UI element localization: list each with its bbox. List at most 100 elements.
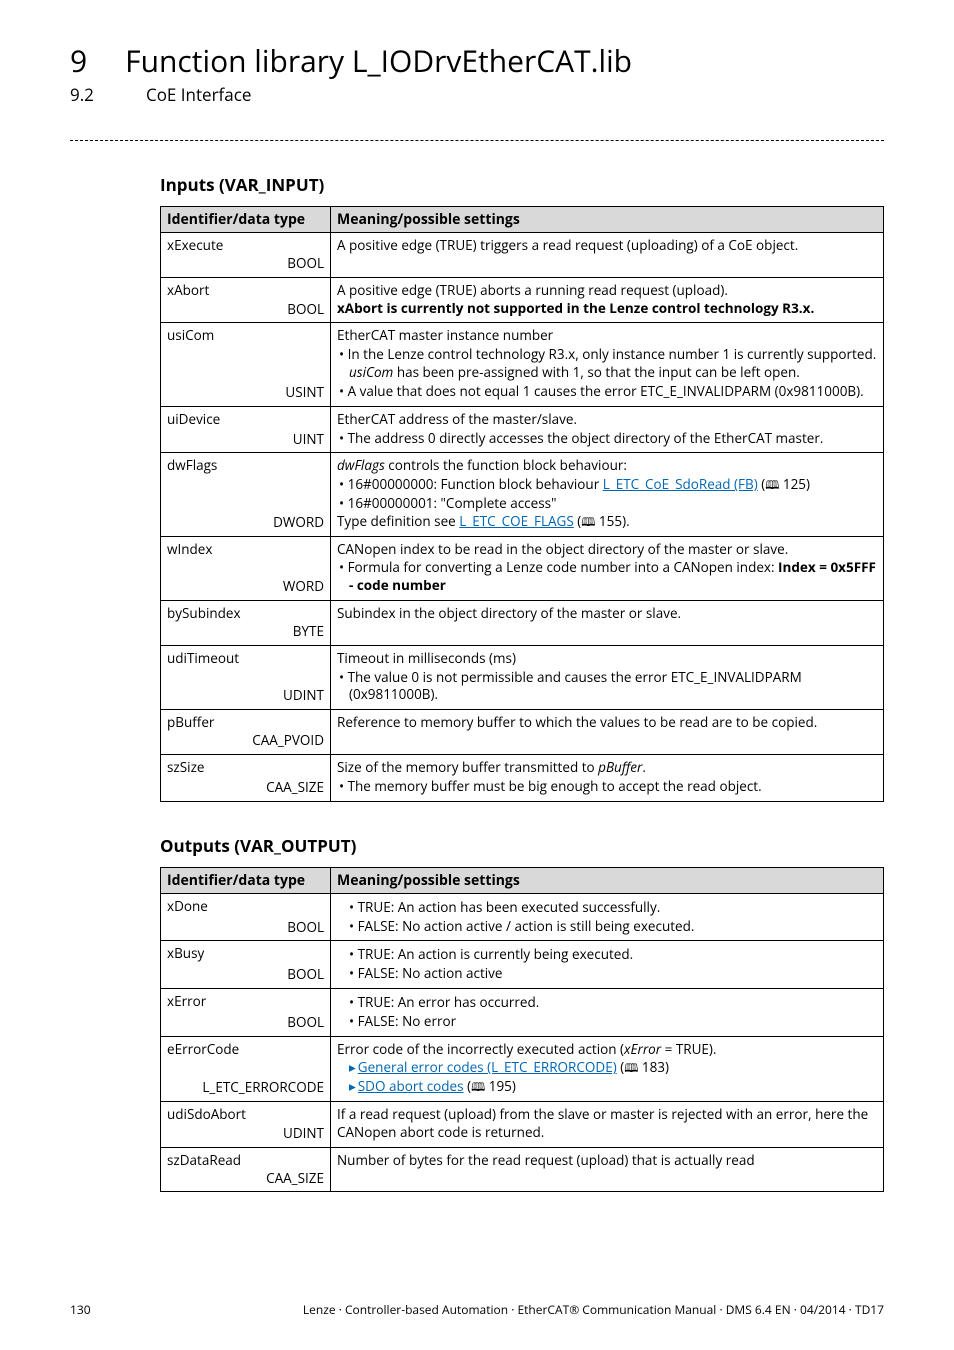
meaning-cell: TRUE: An action has been executed succes… [331,893,884,941]
inputs-table: Identifier/data type Meaning/possible se… [160,206,884,802]
identifier-type: CAA_SIZE [266,779,324,797]
table-row: xBusy BOOL TRUE: An action is currently be… [161,941,884,989]
identifier-cell: bySubindexBYTE [161,601,331,646]
meaning-cell: Number of bytes for the read request (up… [331,1147,884,1192]
identifier-type: BOOL [287,966,324,984]
doc-link[interactable]: SDO abort codes [358,1077,464,1095]
identifier-cell: szSizeCAA_SIZE [161,755,331,802]
doc-link[interactable]: L_ETC_CoE_SdoRead (FB) [603,475,758,493]
identifier-type: UDINT [283,1125,324,1143]
identifier-name: xError [167,993,324,1011]
identifier-cell: xDone BOOL [161,893,331,941]
book-icon: 🕮 [581,513,595,530]
outputs-col-meaning: Meaning/possible settings [331,867,884,893]
inputs-heading: Inputs (VAR_INPUT) [160,173,884,196]
inputs-col-meaning: Meaning/possible settings [331,207,884,233]
book-icon: 🕮 [765,476,779,493]
identifier-cell: szDataReadCAA_SIZE [161,1147,331,1192]
identifier-name: xDone [167,898,324,916]
chapter-title: Function library L_IODrvEtherCAT.lib [125,40,632,81]
identifier-name: pBuffer [167,714,324,732]
book-icon: 🕮 [624,1059,638,1076]
header-divider [70,140,884,141]
identifier-cell: usiCom USINT [161,323,331,406]
table-row: udiSdoAbortUDINTIf a read request (uploa… [161,1102,884,1148]
section-number: 9.2 [70,83,108,106]
inputs-col-id: Identifier/data type [161,207,331,233]
identifier-cell: uiDevice UINT [161,406,331,453]
link-arrow-icon: ▸ [349,1058,356,1076]
identifier-name: udiTimeout [167,650,324,668]
table-row: bySubindexBYTESubindex in the object dir… [161,601,884,646]
identifier-name: bySubindex [167,605,324,623]
identifier-type: CAA_SIZE [266,1170,324,1188]
identifier-type: BOOL [287,301,324,319]
table-row: wIndexWORDCANopen index to be read in th… [161,536,884,600]
meaning-cell: Error code of the incorrectly executed a… [331,1036,884,1101]
meaning-cell: EtherCAT master instance numberIn the Le… [331,323,884,406]
identifier-name: xAbort [167,282,324,300]
identifier-type: UINT [293,431,324,449]
table-row: szDataReadCAA_SIZENumber of bytes for th… [161,1147,884,1192]
identifier-type: BOOL [287,255,324,273]
book-icon: 🕮 [471,1078,485,1095]
identifier-cell: udiSdoAbortUDINT [161,1102,331,1148]
table-row: xError BOOL TRUE: An error has occurred.FA… [161,988,884,1036]
meaning-cell: If a read request (upload) from the slav… [331,1102,884,1148]
identifier-name: usiCom [167,327,324,345]
identifier-name: udiSdoAbort [167,1106,324,1124]
outputs-table: Identifier/data type Meaning/possible se… [160,867,884,1193]
identifier-type: L_ETC_ERRORCODE [202,1079,324,1097]
identifier-type: BYTE [293,623,324,641]
identifier-cell: dwFlags DWORD [161,453,331,536]
meaning-cell: Size of the memory buffer transmitted to… [331,755,884,802]
footer-text: Lenze · Controller-based Automation · Et… [303,1301,884,1318]
identifier-type: BOOL [287,919,324,937]
identifier-name: eErrorCode [167,1041,324,1059]
table-row: xAbortBOOLA positive edge (TRUE) aborts … [161,277,884,323]
identifier-cell: pBufferCAA_PVOID [161,710,331,755]
identifier-type: WORD [283,578,324,596]
identifier-name: xExecute [167,237,324,255]
identifier-name: dwFlags [167,457,324,475]
table-row: szSizeCAA_SIZESize of the memory buffer … [161,755,884,802]
doc-link[interactable]: General error codes (L_ETC_ERRORCODE) [358,1058,617,1076]
table-row: eErrorCode L_ETC_ERRORCODE Error code of t… [161,1036,884,1101]
chapter-number: 9 [70,40,87,81]
link-arrow-icon: ▸ [349,1077,356,1095]
meaning-cell: TRUE: An action is currently being execu… [331,941,884,989]
meaning-cell: Subindex in the object directory of the … [331,601,884,646]
table-row: pBufferCAA_PVOIDReference to memory buff… [161,710,884,755]
identifier-cell: wIndexWORD [161,536,331,600]
identifier-type: BOOL [287,1014,324,1032]
page-number: 130 [70,1301,91,1318]
meaning-cell: Reference to memory buffer to which the … [331,710,884,755]
table-row: xExecuteBOOL A positive edge (TRUE) trigg… [161,233,884,278]
identifier-type: UDINT [283,687,324,705]
table-row: xDone BOOL TRUE: An action has been execut… [161,893,884,941]
meaning-cell: dwFlags controls the function block beha… [331,453,884,536]
doc-link[interactable]: L_ETC_COE_FLAGS [459,512,574,530]
meaning-cell: EtherCAT address of the master/slave.The… [331,406,884,453]
outputs-col-id: Identifier/data type [161,867,331,893]
identifier-cell: xError BOOL [161,988,331,1036]
identifier-type: USINT [285,384,324,402]
meaning-cell: A positive edge (TRUE) aborts a running … [331,277,884,323]
identifier-cell: xBusy BOOL [161,941,331,989]
identifier-type: DWORD [273,514,324,532]
table-row: dwFlags DWORD dwFlags controls the functio… [161,453,884,536]
table-row: udiTimeout UDINT Timeout in milliseconds (… [161,645,884,709]
identifier-type: CAA_PVOID [252,732,324,750]
identifier-cell: udiTimeout UDINT [161,645,331,709]
identifier-cell: eErrorCode L_ETC_ERRORCODE [161,1036,331,1101]
meaning-cell: CANopen index to be read in the object d… [331,536,884,600]
meaning-cell: Timeout in milliseconds (ms)The value 0 … [331,645,884,709]
section-title: CoE Interface [146,83,251,106]
meaning-cell: TRUE: An error has occurred.FALSE: No er… [331,988,884,1036]
identifier-name: szDataRead [167,1152,324,1170]
identifier-name: uiDevice [167,411,324,429]
meaning-cell: A positive edge (TRUE) triggers a read r… [331,233,884,278]
table-row: uiDevice UINT EtherCAT address of the mast… [161,406,884,453]
identifier-name: xBusy [167,945,324,963]
identifier-cell: xAbortBOOL [161,277,331,323]
